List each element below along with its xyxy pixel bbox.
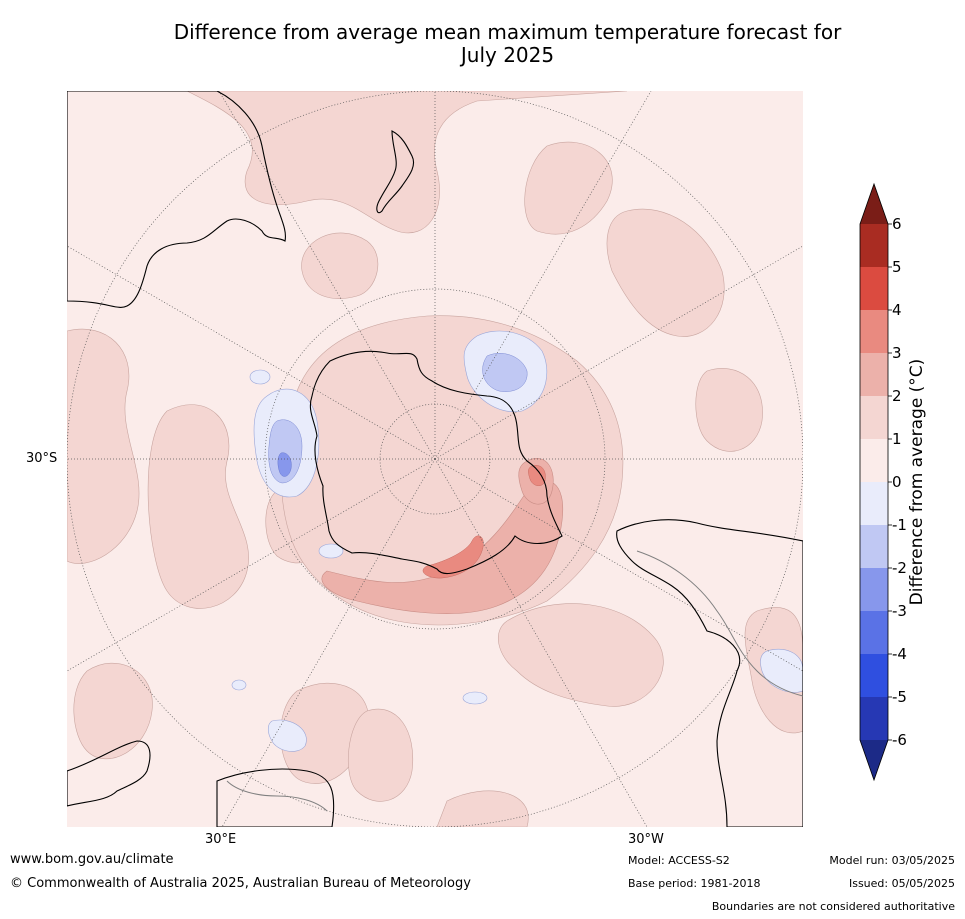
footer-issued: Issued: 05/05/2025: [848, 877, 955, 890]
colorbar-tick-label: 4: [892, 301, 902, 319]
madagascar-coastline: [216, 768, 335, 827]
colorbar-segment: [860, 224, 888, 267]
footer-model: Model: ACCESS-S2: [628, 854, 730, 867]
colorbar-segments: [859, 182, 889, 782]
africa-coastline: [67, 740, 151, 807]
colorbar-tick-label: -6: [892, 731, 907, 749]
polar-stereographic-map: [67, 91, 803, 827]
map-title: Difference from average mean maximum tem…: [60, 21, 955, 67]
australia-coastline: [67, 91, 286, 308]
colorbar-segment: [860, 353, 888, 396]
graticule: [67, 91, 803, 827]
new-zealand-coastline: [376, 130, 415, 214]
map-svg: [67, 91, 803, 827]
colorbar-tick-label: -5: [892, 688, 907, 706]
colorbar-segment: [860, 697, 888, 740]
anomaly-field-minus3-to-minus2: [277, 452, 292, 477]
colorbar-tick-label: -2: [892, 559, 907, 577]
footer-disclaimer: Boundaries are not considered authoritat…: [711, 900, 955, 913]
colorbar: 6 5 4 3 2 1 0 -1 -2 -3 -4 -5 -6: [859, 182, 907, 782]
longitude-label-30e: 30°E: [205, 832, 237, 847]
colorbar-tick-label: -1: [892, 516, 907, 534]
title-line-1: Difference from average mean maximum tem…: [173, 20, 842, 44]
colorbar-tick-label: -4: [892, 645, 907, 663]
colorbar-tick-label: 1: [892, 430, 902, 448]
south-america-coastline: [616, 519, 803, 827]
colorbar-segment: [860, 396, 888, 439]
colorbar-segment: [860, 654, 888, 697]
colorbar-tick-label: 3: [892, 344, 902, 362]
latitude-label-30s: 30°S: [26, 451, 58, 466]
colorbar-segment: [860, 310, 888, 353]
colorbar-over-triangle: [860, 184, 888, 224]
footer-base-period: Base period: 1981-2018: [628, 877, 761, 890]
colorbar-under-triangle: [860, 740, 888, 780]
longitude-label-30w: 30°W: [628, 832, 664, 847]
colorbar-tick-label: -3: [892, 602, 907, 620]
colorbar-ticks: 6 5 4 3 2 1 0 -1 -2 -3 -4 -5 -6: [888, 215, 907, 749]
colorbar-tick-label: 0: [892, 473, 902, 491]
footer-model-run: Model run: 03/05/2025: [829, 854, 955, 867]
colorbar-label: Difference from average (°C): [907, 358, 927, 606]
colorbar-segment: [860, 525, 888, 568]
footer-copyright: © Commonwealth of Australia 2025, Austra…: [10, 876, 471, 891]
colorbar-tick-label: 6: [892, 215, 902, 233]
colorbar-segment: [860, 568, 888, 611]
coastlines: [67, 91, 803, 827]
footer-website: www.bom.gov.au/climate: [10, 852, 174, 867]
colorbar-segment: [860, 267, 888, 310]
colorbar-tick-label: 5: [892, 258, 902, 276]
title-line-2: July 2025: [460, 43, 555, 67]
antarctica-coastline: [309, 350, 563, 575]
anomaly-field-minus2-to-minus1: [268, 353, 528, 484]
colorbar-segment: [860, 482, 888, 525]
colorbar-segment: [860, 439, 888, 482]
anomaly-field-3-to-4: [422, 465, 546, 579]
colorbar-tick-label: 2: [892, 387, 902, 405]
colorbar-segment: [860, 611, 888, 654]
country-borders: [226, 550, 803, 812]
